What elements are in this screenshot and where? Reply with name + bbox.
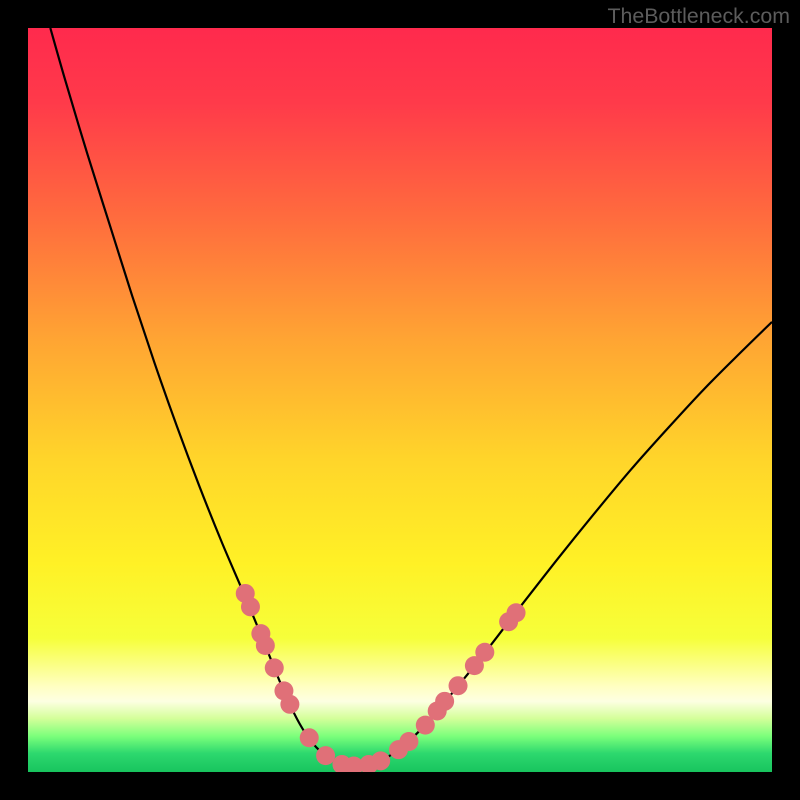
data-marker <box>371 751 390 770</box>
data-marker <box>435 692 454 711</box>
data-marker <box>265 658 284 677</box>
data-marker <box>280 695 299 714</box>
data-marker <box>449 676 468 695</box>
data-marker <box>300 728 319 747</box>
data-marker <box>316 746 335 765</box>
data-marker <box>241 597 260 616</box>
data-marker <box>256 636 275 655</box>
watermark-text: TheBottleneck.com <box>607 4 790 29</box>
data-marker <box>507 603 526 622</box>
chart-root: TheBottleneck.com <box>0 0 800 800</box>
data-marker <box>475 643 494 662</box>
chart-svg <box>0 0 800 800</box>
plot-background <box>28 28 772 772</box>
data-marker <box>399 732 418 751</box>
